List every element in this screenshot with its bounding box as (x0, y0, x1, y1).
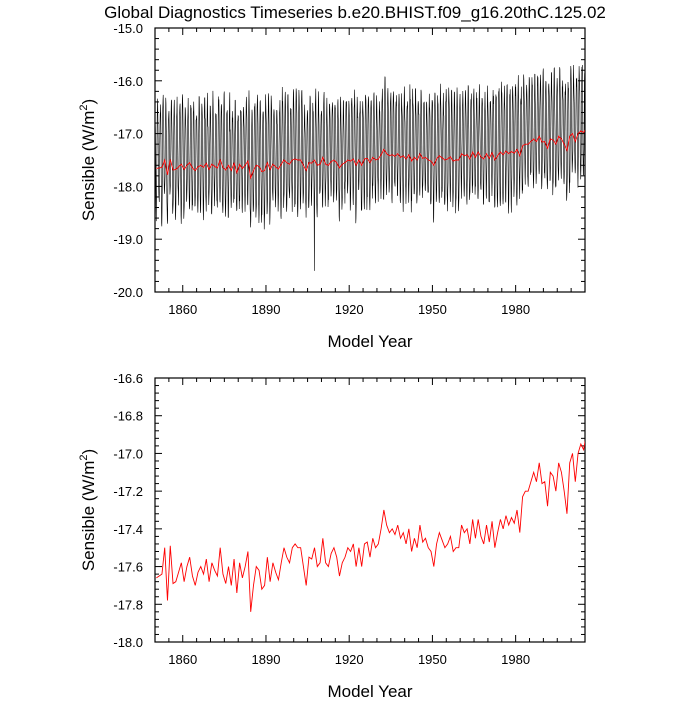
top-y-tick-label: -15.0 (113, 21, 143, 36)
top-monthly-series-line (155, 64, 585, 271)
top-y-axis-title: Sensible (W/m2) (78, 99, 98, 221)
top-x-axis-title: Model Year (327, 332, 412, 351)
bottom-y-tick-label: -16.6 (113, 371, 143, 386)
top-x-tick-label: 1890 (252, 302, 281, 317)
top-x-tick-label: 1860 (168, 302, 197, 317)
bottom-x-tick-label: 1920 (335, 652, 364, 667)
timeseries-panel-top: 1860 1890 1920 1950 1980 -20.0 -19.0 -18.0 -17.0… (78, 21, 586, 351)
timeseries-panel-bottom: 1860 1890 1920 1950 1980 -18.0 -17.8 -17.6 -17.4… (78, 371, 586, 701)
bottom-y-tick-label: -17.4 (113, 522, 143, 537)
bottom-y-tick-label: -17.6 (113, 560, 143, 575)
top-y-tick-label: -20.0 (113, 285, 143, 300)
bottom-x-tick-label: 1890 (252, 652, 281, 667)
bottom-x-axis-title: Model Year (327, 682, 412, 700)
top-x-tick-label: 1980 (501, 302, 530, 317)
top-y-tick-label: -18.0 (113, 179, 143, 194)
top-x-tick-label: 1950 (418, 302, 447, 317)
bottom-y-tick-label: -16.8 (113, 409, 143, 424)
bottom-plot-frame (154, 377, 586, 643)
bottom-annual-mean-line (156, 439, 585, 612)
top-y-tick-label: -16.0 (113, 74, 143, 89)
bottom-x-tick-label: 1980 (501, 652, 530, 667)
bottom-x-tick-label: 1860 (168, 652, 197, 667)
bottom-y-axis-title: Sensible (W/m2) (78, 449, 98, 571)
top-annual-mean-line (156, 129, 585, 180)
top-y-tick-label: -19.0 (113, 232, 143, 247)
bottom-y-tick-label: -17.2 (113, 484, 143, 499)
figure-title: Global Diagnostics Timeseries b.e20.BHIS… (104, 3, 606, 22)
top-x-tick-label: 1920 (335, 302, 364, 317)
bottom-y-tick-label: -17.0 (113, 446, 143, 461)
top-plot-frame (154, 27, 586, 293)
top-y-tick-label: -17.0 (113, 127, 143, 142)
bottom-y-tick-label: -18.0 (113, 635, 143, 650)
bottom-y-tick-label: -17.8 (113, 597, 143, 612)
bottom-x-tick-label: 1950 (418, 652, 447, 667)
